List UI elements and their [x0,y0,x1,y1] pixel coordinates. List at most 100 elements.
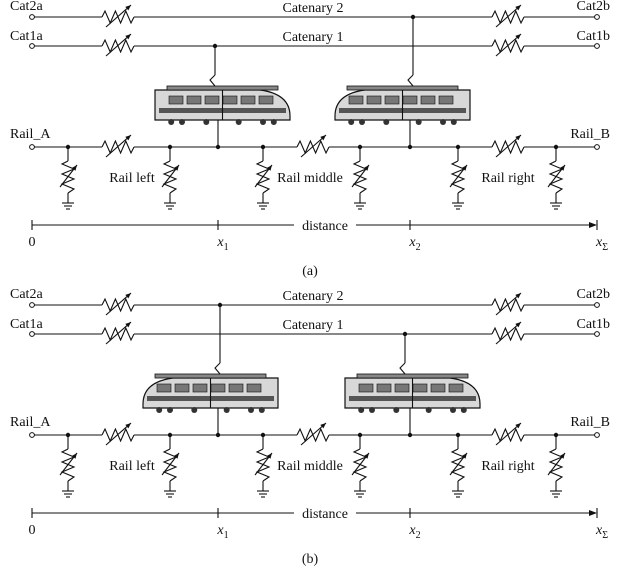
wheel [451,119,457,125]
pantograph [408,75,413,86]
wheel [168,119,174,125]
terminal-label: Rail_A [10,127,51,142]
wheel [383,119,389,125]
train-window [431,384,445,392]
tick-sub: 1 [224,242,229,253]
tick-label: x2 [408,523,420,541]
tick-label: x1 [216,523,228,541]
tick-sub: 2 [416,242,421,253]
terminal-label: Rail_A [10,415,51,430]
terminal-label: Cat1b [577,29,610,44]
terminal-label: Rail_B [570,415,610,430]
train-window [247,384,261,392]
train-window [241,96,255,104]
axis-title: distance [302,507,348,522]
train-window [359,384,373,392]
terminal [595,44,600,49]
train-roof [167,86,278,90]
wheel [260,119,266,125]
wheel [416,119,422,125]
wheel [450,407,456,413]
terminal-label: Rail_B [570,127,610,142]
train-window [421,96,435,104]
rail-section-label: Rail left [109,459,155,474]
wheel [224,407,230,413]
tick-sub: 2 [416,530,421,541]
train-window [349,96,363,104]
train-window [211,384,225,392]
wheel [348,119,354,125]
terminal [595,15,600,20]
wheel [358,407,364,413]
tick-base: 0 [29,523,36,538]
wheel [203,119,209,125]
train-window [403,96,417,104]
train-window [259,96,273,104]
train-window [157,384,171,392]
node [216,145,220,149]
rail-section-label: Rail left [109,171,155,186]
train-window [385,96,399,104]
node [408,433,412,437]
tick-label: 0 [29,523,36,538]
terminal [30,15,35,20]
wheel [236,119,242,125]
terminal [30,433,35,438]
caption: (a) [302,264,318,279]
tick-label: x1 [216,235,228,253]
wheel [369,407,375,413]
train-window [205,96,219,104]
wheel [426,407,432,413]
rail-section-label: Rail middle [277,171,343,186]
train-window [439,96,453,104]
train-window [449,384,463,392]
rail-section-label: Rail right [481,459,534,474]
terminal-label: Cat2b [577,287,610,302]
train-window [175,384,189,392]
wheel [259,407,265,413]
train-roof [357,374,468,378]
rail-section-label: Rail right [481,171,534,186]
terminal [30,332,35,337]
caption: (b) [302,552,319,567]
line-label: Catenary 1 [282,30,343,45]
terminal [30,303,35,308]
tick-base: 0 [29,235,36,250]
train-window [193,384,207,392]
line-label: Catenary 2 [282,289,343,304]
train-window [377,384,391,392]
line-label: Catenary 1 [282,318,343,333]
tick-label: xΣ [595,523,608,541]
train-roof [347,86,458,90]
wheel [359,119,365,125]
line-label: Catenary 2 [282,1,343,16]
train-window [169,96,183,104]
diagram: Cat2a Cat2b Cat1a Cat1b Rail_A Rail_B Catenary… [0,0,619,574]
pantograph [210,75,215,86]
tick-label: x2 [408,235,420,253]
pantograph [215,363,220,374]
tick-sub: Σ [602,242,608,253]
wheel [156,407,162,413]
terminal-label: Cat2a [10,287,43,302]
rail-section-label: Rail middle [277,459,343,474]
train-window [223,96,237,104]
terminal-label: Cat1b [577,317,610,332]
wheel [461,407,467,413]
terminal [30,145,35,150]
terminal [595,433,600,438]
train-window [395,384,409,392]
terminal-label: Cat2a [10,0,43,14]
wheel [440,119,446,125]
terminal [30,44,35,49]
tick-sub: 1 [224,530,229,541]
terminal-label: Cat1a [10,29,43,44]
terminal-label: Cat1a [10,317,43,332]
tick-label: 0 [29,235,36,250]
train-window [187,96,201,104]
terminal [595,332,600,337]
train-window [413,384,427,392]
tick-sub: Σ [602,530,608,541]
wheel [191,407,197,413]
pantograph [400,363,405,374]
